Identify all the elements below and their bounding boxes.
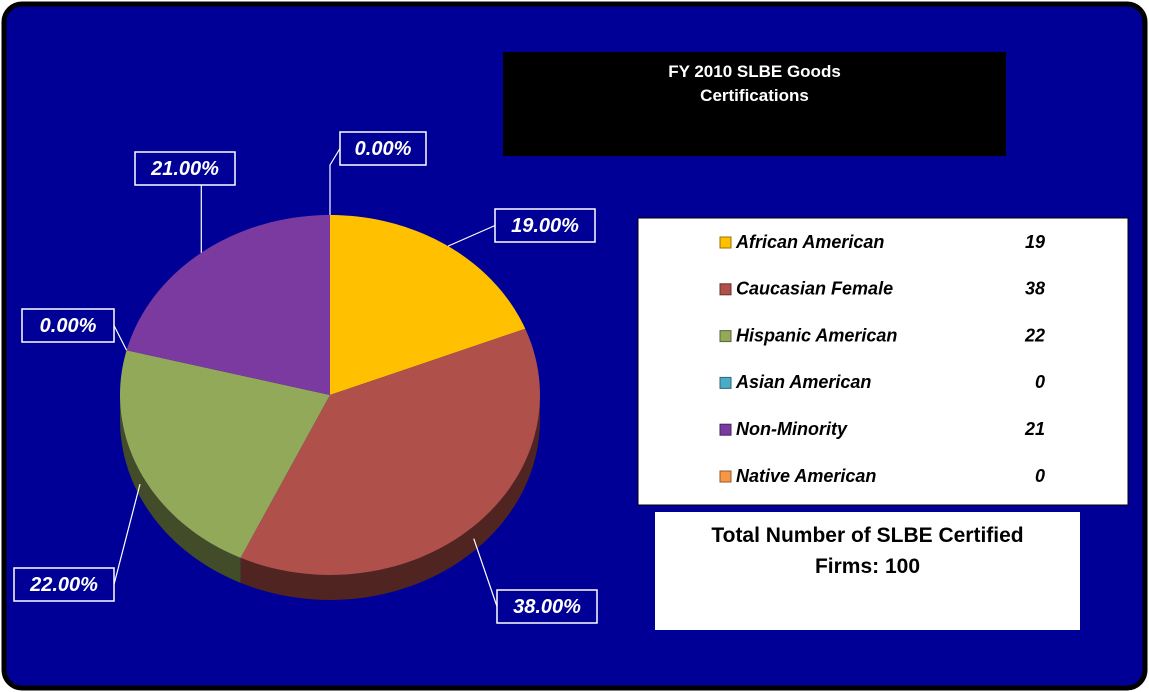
slice (330, 215, 526, 395)
legend-swatch (719, 376, 732, 389)
label-box (494, 208, 596, 243)
legend-swatch (719, 470, 732, 483)
legend-value: 19 (1025, 232, 1045, 252)
leader-line (473, 538, 498, 607)
slice (240, 328, 540, 575)
annotation: Total Number of SLBE Certified Firms: 10… (711, 524, 1024, 578)
legend-swatch (719, 330, 732, 343)
slice-side (120, 395, 241, 583)
slice-side (240, 395, 540, 600)
legend-label: Asian American (735, 372, 871, 392)
data-label: 22.00% (29, 574, 98, 596)
legend-label: Native American (736, 466, 876, 486)
legend-label: Non-Minority (736, 419, 848, 439)
legend-label: African American (735, 232, 884, 252)
label-box (339, 131, 427, 166)
slice (126, 215, 330, 395)
label-box (496, 589, 598, 624)
leader-line (329, 148, 341, 215)
legend-value: 0 (1035, 466, 1045, 486)
leader-line (447, 224, 496, 247)
chart-title: FY 2010 SLBE Goods Certifications (668, 62, 841, 105)
legend-value: 21 (1024, 419, 1045, 439)
title-wrap: FY 2010 SLBE Goods Certifications (668, 62, 841, 105)
label-box (21, 308, 115, 343)
legend-value: 22 (1024, 325, 1045, 345)
data-label: 0.00% (355, 138, 412, 160)
legend-label: Hispanic American (736, 325, 897, 345)
slice (120, 350, 330, 558)
title-box (503, 52, 1006, 156)
data-label: 0.00% (40, 315, 97, 337)
total-box (655, 512, 1080, 630)
total-wrap: Total Number of SLBE Certified Firms: 10… (711, 524, 1024, 578)
label-box (134, 151, 236, 186)
legend-value: 0 (1035, 372, 1045, 392)
legend-box (637, 217, 1129, 506)
legend-swatch (719, 236, 732, 249)
data-label: 38.00% (513, 596, 581, 618)
leader-line (113, 325, 128, 351)
data-label: 21.00% (150, 158, 219, 180)
legend-value: 38 (1025, 279, 1045, 299)
legend-label: Caucasian Female (736, 279, 893, 299)
leader-line (113, 483, 141, 585)
legend-swatch (719, 283, 732, 296)
legend-swatch (719, 423, 732, 436)
label-box (13, 567, 115, 602)
data-label: 19.00% (511, 215, 579, 237)
